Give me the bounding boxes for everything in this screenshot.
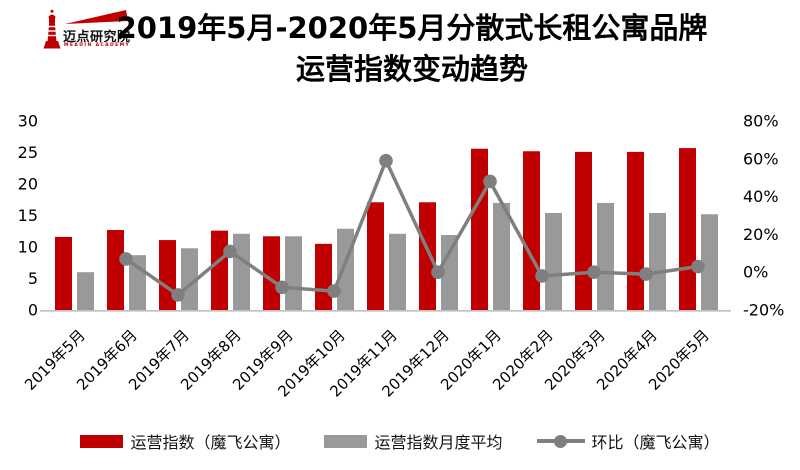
bar bbox=[107, 229, 124, 310]
line-marker bbox=[275, 280, 289, 295]
bar bbox=[523, 151, 540, 310]
legend-bar-swatch bbox=[324, 434, 368, 448]
bar bbox=[55, 236, 72, 310]
left-axis-tick: 15 bbox=[18, 206, 38, 225]
bar bbox=[627, 151, 644, 310]
legend-item-3: 环比（魔飞公寓） bbox=[536, 429, 720, 453]
line-marker bbox=[587, 265, 601, 280]
x-axis-labels: 2019年5月2019年6月2019年7月2019年8月2019年9月2019年… bbox=[21, 326, 713, 400]
left-axis-tick: 20 bbox=[18, 175, 38, 194]
legend-line-swatch bbox=[536, 434, 585, 448]
bar bbox=[367, 202, 384, 310]
legend-item-2: 运营指数月度平均 bbox=[324, 429, 503, 453]
right-axis-tick: 20% bbox=[743, 225, 779, 244]
line-marker bbox=[639, 267, 653, 281]
right-axis-tick: 80% bbox=[743, 112, 779, 131]
line-path bbox=[125, 156, 699, 298]
bar bbox=[649, 212, 666, 310]
line-marker bbox=[327, 284, 341, 298]
bar bbox=[419, 202, 436, 310]
bar bbox=[679, 148, 696, 310]
bar bbox=[77, 272, 94, 310]
bar bbox=[285, 236, 302, 310]
line-marker bbox=[119, 252, 133, 266]
bar bbox=[493, 202, 510, 310]
right-axis-tick: 40% bbox=[743, 187, 779, 206]
meadin-logo: 迈点研究院 MEADIN ACADEMY bbox=[43, 9, 143, 51]
chart-title-line1: 2019年5月-2020年5月分散式长租公寓品牌 bbox=[116, 11, 708, 45]
chart-title: 2019年5月-2020年5月分散式长租公寓品牌 运营指数变动趋势 bbox=[0, 8, 800, 90]
line-marker bbox=[535, 269, 549, 283]
lighthouse-icon bbox=[43, 9, 128, 49]
legend-label: 环比（魔飞公寓） bbox=[591, 433, 720, 452]
line-marker bbox=[379, 153, 393, 168]
bar bbox=[233, 233, 250, 310]
bar bbox=[597, 202, 614, 310]
legend-item-1: 运营指数（魔飞公寓） bbox=[80, 429, 290, 453]
right-axis-tick: 60% bbox=[743, 149, 779, 168]
bar bbox=[389, 233, 406, 310]
right-axis-tick: -20% bbox=[743, 301, 784, 320]
legend-bar-swatch bbox=[80, 434, 124, 448]
bar bbox=[701, 214, 718, 310]
mom-change-line bbox=[119, 153, 705, 302]
line-marker bbox=[223, 244, 237, 259]
bar bbox=[181, 248, 198, 310]
logo-brand-text: 迈点研究院 bbox=[63, 30, 131, 45]
legend-label: 运营指数月度平均 bbox=[374, 433, 503, 452]
left-axis-tick: 10 bbox=[18, 238, 38, 257]
right-axis-tick: 0% bbox=[743, 263, 768, 282]
line-marker bbox=[483, 174, 497, 189]
chart-header: 迈点研究院 MEADIN ACADEMY 2019年5月-2020年5月分散式长… bbox=[0, 0, 800, 100]
bar bbox=[471, 148, 488, 310]
left-axis-tick: 0 bbox=[28, 301, 38, 320]
legend-label: 运营指数（魔飞公寓） bbox=[130, 433, 291, 452]
bar bbox=[315, 243, 332, 310]
chart-legend: 运营指数（魔飞公寓） 运营指数月度平均 环比（魔飞公寓） bbox=[0, 429, 800, 453]
logo-brand-subtext: MEADIN ACADEMY bbox=[64, 43, 131, 48]
right-axis-labels: -20% 0% 20% 40% 60% 80% bbox=[743, 112, 784, 320]
line-marker bbox=[691, 259, 705, 274]
bar bbox=[337, 228, 354, 310]
bar bbox=[545, 212, 562, 310]
line-marker bbox=[171, 288, 185, 302]
left-axis-tick: 5 bbox=[28, 269, 38, 288]
bar bbox=[263, 236, 280, 310]
chart-title-line2: 运营指数变动趋势 bbox=[295, 52, 528, 86]
bar bbox=[211, 230, 228, 310]
left-axis-labels: 0 5 10 15 20 25 30 bbox=[18, 112, 38, 320]
bar bbox=[441, 235, 458, 310]
line-marker bbox=[431, 265, 445, 280]
bar bbox=[575, 151, 592, 310]
legend-marker-dot bbox=[553, 434, 567, 448]
left-axis-tick: 30 bbox=[18, 112, 38, 131]
left-axis-tick: 25 bbox=[18, 143, 38, 162]
